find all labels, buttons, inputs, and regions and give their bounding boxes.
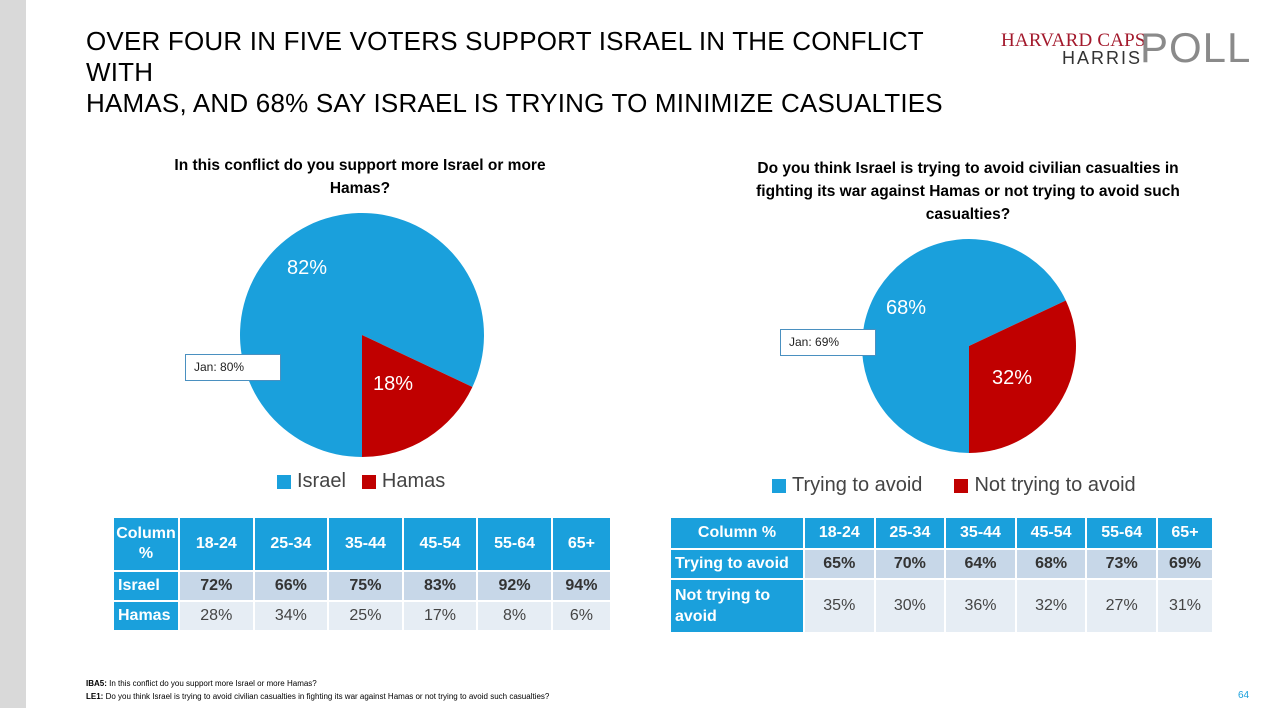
chart1-row-label-israel: Israel [112, 570, 180, 602]
chart1-header-55-64: 55-64 [476, 516, 553, 572]
chart1-header-18-24: 18-24 [178, 516, 255, 572]
chart2-legend-swatch-not-trying [954, 478, 969, 493]
chart1-cell: 72% [178, 570, 255, 602]
chart2-row-label-trying: Trying to avoid [669, 548, 805, 580]
chart2-cell: 27% [1085, 578, 1158, 634]
chart1-header-45-54: 45-54 [401, 516, 479, 572]
chart1-cell: 8% [476, 600, 553, 632]
chart2-cell: 69% [1155, 548, 1215, 580]
chart2-age-table: Column % 18-24 25-34 35-44 45-54 55-64 6… [669, 516, 1215, 634]
chart1-cell: 6% [550, 600, 613, 632]
chart1-legend-item-hamas: Hamas [361, 470, 446, 493]
logo-line3: POLL [1140, 24, 1252, 71]
chart2-header-18-24: 18-24 [803, 516, 876, 550]
chart2-cell: 30% [873, 578, 947, 634]
chart1-header-25-34: 25-34 [252, 516, 330, 572]
chart2-cell: 35% [803, 578, 876, 634]
chart1-row-hamas: Hamas 28% 34% 25% 17% 8% 6% [112, 600, 613, 632]
chart1-legend-swatch-israel [277, 474, 291, 489]
logo-line1: HARVARD CAPS [1001, 30, 1146, 51]
chart1-slice-0 [240, 212, 484, 457]
chart2-cell: 36% [944, 578, 1017, 634]
chart2-legend: Trying to avoid Not trying to avoid [772, 474, 1152, 497]
chart1-age-table: Column % 18-24 25-34 35-44 45-54 55-64 6… [112, 516, 613, 632]
chart1-row-label-hamas: Hamas [112, 600, 180, 632]
footnote-iba5-code: IBA5: [86, 679, 107, 688]
chart2-slice-label-1: 32% [992, 367, 1032, 389]
chart1-question: In this conflict do you support more Isr… [160, 154, 560, 200]
chart1-cell: 34% [252, 600, 330, 632]
chart1-legend: Israel Hamas [277, 470, 461, 493]
chart2-callout: Jan: 69% [780, 329, 876, 356]
chart2-header-column: Column % [669, 516, 805, 550]
chart1-cell: 92% [476, 570, 553, 602]
footnote-iba5-text: In this conflict do you support more Isr… [106, 679, 317, 688]
page-number: 64 [1238, 690, 1250, 701]
chart1-legend-swatch-hamas [361, 474, 376, 489]
chart2-header-65plus: 65+ [1155, 516, 1215, 550]
chart1-cell: 66% [252, 570, 330, 602]
chart2-header-35-44: 35-44 [944, 516, 1017, 550]
chart2-slice-0 [862, 238, 1066, 453]
chart2-cell: 73% [1085, 548, 1158, 580]
chart2-table-header-row: Column % 18-24 25-34 35-44 45-54 55-64 6… [669, 516, 1215, 550]
chart1-slice-label-1: 18% [373, 373, 413, 395]
chart2-legend-item-not-trying: Not trying to avoid [954, 474, 1136, 497]
chart2-cell: 64% [944, 548, 1017, 580]
chart1-cell: 83% [401, 570, 479, 602]
chart2-cell: 65% [803, 548, 876, 580]
footnote-le1-code: LE1: [86, 692, 104, 701]
chart1-header-65plus: 65+ [550, 516, 613, 572]
chart1-cell: 25% [327, 600, 404, 632]
chart2-question-line3: casualties? [925, 206, 1011, 223]
chart2-question: Do you think Israel is trying to avoid c… [740, 157, 1196, 226]
chart1-row-israel: Israel 72% 66% 75% 83% 92% 94% [112, 570, 613, 602]
chart1-legend-label-israel: Israel [297, 470, 346, 492]
slide-title-line1: OVER FOUR IN FIVE VOTERS SUPPORT ISRAEL … [86, 26, 924, 87]
chart2-legend-item-trying: Trying to avoid [772, 474, 922, 497]
chart2-question-line1: Do you think Israel is trying to avoid c… [757, 160, 1179, 177]
chart2-row-trying: Trying to avoid 65% 70% 64% 68% 73% 69% [669, 548, 1215, 580]
chart2-cell: 31% [1155, 578, 1215, 634]
chart1-legend-label-hamas: Hamas [381, 470, 446, 492]
chart2-legend-label-not-trying: Not trying to avoid [974, 474, 1136, 496]
left-edge-bar [0, 0, 26, 708]
chart1-question-line2: Hamas? [329, 180, 391, 197]
chart1-cell: 94% [550, 570, 613, 602]
chart2-slice-1 [969, 300, 1076, 453]
chart2-header-45-54: 45-54 [1014, 516, 1088, 550]
chart1-slice-1 [362, 335, 473, 457]
chart2-cell: 70% [873, 548, 947, 580]
chart1-callout: Jan: 80% [185, 354, 281, 381]
chart1-header-column: Column % [112, 516, 180, 572]
footnote-le1-text: Do you think Israel is trying to avoid c… [103, 692, 550, 701]
chart1-question-line1: In this conflict do you support more Isr… [174, 157, 546, 174]
chart1-cell: 75% [327, 570, 404, 602]
chart2-legend-swatch-trying [772, 478, 786, 493]
harvard-caps-harris-poll-logo: HARVARD CAPS HARRIS POLL [1000, 24, 1250, 72]
chart2-header-55-64: 55-64 [1085, 516, 1158, 550]
footnote-iba5: IBA5: In this conflict do you support mo… [86, 679, 317, 688]
chart2-pie: 68% 32% [862, 238, 1076, 453]
logo-line2: HARRIS [1062, 48, 1143, 68]
chart2-row-label-not-trying: Not trying to avoid [669, 578, 805, 634]
chart2-row-not-trying: Not trying to avoid 35% 30% 36% 32% 27% … [669, 578, 1215, 634]
chart1-legend-item-israel: Israel [277, 470, 346, 493]
chart1-header-35-44: 35-44 [327, 516, 404, 572]
chart2-header-25-34: 25-34 [873, 516, 947, 550]
chart2-cell: 32% [1014, 578, 1088, 634]
chart1-pie: 82% 18% [240, 212, 484, 457]
chart1-cell: 17% [401, 600, 479, 632]
chart1-table-header-row: Column % 18-24 25-34 35-44 45-54 55-64 6… [112, 516, 613, 572]
slide-title-line2: HAMAS, AND 68% SAY ISRAEL IS TRYING TO M… [86, 88, 943, 118]
chart1-slice-label-0: 82% [287, 257, 327, 279]
chart2-legend-label-trying: Trying to avoid [792, 474, 923, 496]
chart1-cell: 28% [178, 600, 255, 632]
chart2-cell: 68% [1014, 548, 1088, 580]
footnote-le1: LE1: Do you think Israel is trying to av… [86, 692, 549, 701]
chart2-question-line2: fighting its war against Hamas or not tr… [756, 183, 1180, 200]
slide-title: OVER FOUR IN FIVE VOTERS SUPPORT ISRAEL … [86, 26, 986, 119]
chart2-slice-label-0: 68% [886, 297, 926, 319]
